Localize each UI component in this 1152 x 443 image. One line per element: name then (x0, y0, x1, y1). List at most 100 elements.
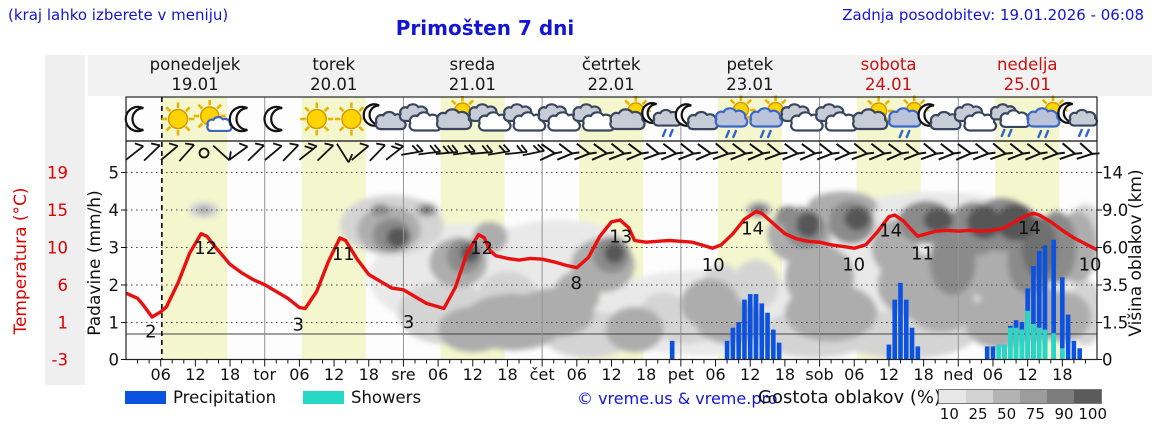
clouds-icon (815, 103, 859, 132)
moon-cloud-icon (362, 103, 407, 131)
day-column-torek: torek 20.01 (265, 55, 403, 95)
svg-text:3.5: 3.5 (1102, 276, 1128, 295)
svg-text:3: 3 (293, 315, 304, 336)
wind-barb-icon (385, 142, 404, 161)
wind-barb-icon (851, 142, 875, 161)
rain-bar (892, 299, 898, 360)
svg-text:10: 10 (1079, 254, 1102, 275)
rain-bar (909, 327, 915, 360)
day-name: sreda (449, 55, 496, 74)
svg-text:06: 06 (844, 365, 864, 384)
wind-barb-icon (264, 142, 283, 161)
svg-text:4: 4 (109, 201, 120, 220)
rain-bar (1051, 239, 1056, 360)
rain-bar (1042, 245, 1048, 360)
day-column-sreda: sreda 21.01 (403, 55, 541, 95)
day-date: 23.01 (726, 75, 774, 94)
cloud-density-legend-title: Gostota oblakov (%) (758, 387, 942, 408)
svg-text:18: 18 (775, 365, 795, 384)
shower-bar (1036, 327, 1042, 360)
wind-barb-icon (1059, 142, 1083, 160)
day-name: torek (312, 55, 356, 74)
showers-swatch (303, 391, 344, 404)
wind-barb-icon (712, 142, 736, 161)
wind-barb-icon (868, 142, 892, 161)
wind-barb-icon (282, 142, 300, 162)
svg-text:1: 1 (109, 314, 120, 333)
rain-bar (765, 312, 770, 360)
svg-text:12: 12 (879, 365, 899, 384)
wind-barb-icon (298, 142, 318, 161)
svg-text:12: 12 (470, 238, 493, 259)
svg-text:18: 18 (1052, 365, 1072, 384)
wind-barb-icon (522, 143, 545, 157)
precipitation-bars (669, 239, 1082, 360)
svg-text:2: 2 (145, 321, 156, 342)
grid-lines (126, 172, 1097, 335)
calm-wind-icon (198, 147, 210, 159)
shower-bar (996, 344, 1002, 360)
day-date: 25.01 (1003, 75, 1051, 94)
clouds-icon (780, 103, 824, 132)
shower-bar (1042, 329, 1048, 360)
svg-text:10: 10 (702, 255, 725, 276)
cloud-height-axis-title: Višina oblakov (km) (1126, 169, 1146, 337)
moon-icon (124, 105, 144, 133)
cloud-sun-icon (435, 96, 478, 131)
wind-barb-icon (143, 142, 161, 162)
copyright-link[interactable]: © vreme.us & vreme.pro (577, 389, 778, 408)
wind-barb-icon (903, 142, 927, 161)
day-column-četrtek: četrtek 22.01 (542, 55, 680, 95)
day-name: nedelja (997, 55, 1058, 74)
wind-barb-icon (990, 142, 1013, 161)
rain-bar (776, 342, 782, 360)
svg-text:0: 0 (1102, 351, 1113, 370)
rain-bar (1060, 277, 1065, 360)
svg-text:1.5: 1.5 (1102, 314, 1128, 333)
clouds-icon (537, 103, 581, 132)
wind-barb-icon (487, 144, 511, 156)
wind-barb-icon (229, 142, 249, 161)
wind-barb-icon (1025, 143, 1048, 161)
svg-text:-3: -3 (52, 351, 68, 370)
rain-bar (730, 327, 736, 360)
temperature-axis-title: Temperatura (°C) (11, 187, 31, 335)
wind-barb-icon (643, 142, 667, 161)
svg-text:5: 5 (109, 164, 120, 183)
wind-barb-icon (730, 142, 753, 161)
location-hint: (kraj lahko izberete v meniju) (8, 6, 229, 24)
day-name: petek (726, 55, 774, 74)
wind-barb-icon (1076, 142, 1100, 160)
wind-barb-icon (574, 142, 597, 161)
cloud-density-colorbar (938, 389, 1102, 404)
svg-text:06: 06 (705, 365, 725, 384)
svg-text:10: 10 (47, 239, 68, 258)
svg-text:9.0: 9.0 (1102, 201, 1128, 220)
wind-barb-icon (834, 143, 857, 161)
wind-barb-icon (418, 144, 442, 156)
rain-bar (984, 346, 990, 360)
day-date: 24.01 (864, 75, 913, 94)
wind-barb-icon (539, 143, 563, 162)
rain-bar (736, 322, 741, 360)
wind-barb-icon (626, 143, 649, 161)
svg-text:6.0: 6.0 (1102, 239, 1128, 258)
wind-barb-icon (591, 143, 615, 161)
wind-barb-icon (178, 142, 195, 162)
temperature-line (126, 209, 1097, 319)
svg-text:14: 14 (1018, 218, 1041, 239)
wind-barb-icon (816, 142, 840, 161)
wind-barb-icon (435, 144, 459, 155)
wind-barb-icon (505, 144, 528, 156)
svg-text:06: 06 (983, 365, 1003, 384)
rain-bar (742, 299, 747, 360)
svg-text:0: 0 (109, 351, 120, 370)
svg-text:čet: čet (530, 365, 555, 384)
rain-bar (886, 344, 892, 360)
page-title: Primošten 7 dni (395, 16, 575, 40)
svg-text:18: 18 (913, 365, 933, 384)
wind-barb-icon (336, 143, 354, 163)
precipitation-axis-title: Padavine (mm/h) (85, 190, 105, 336)
svg-text:1: 1 (58, 314, 69, 333)
wind-barb-icon (764, 142, 788, 161)
